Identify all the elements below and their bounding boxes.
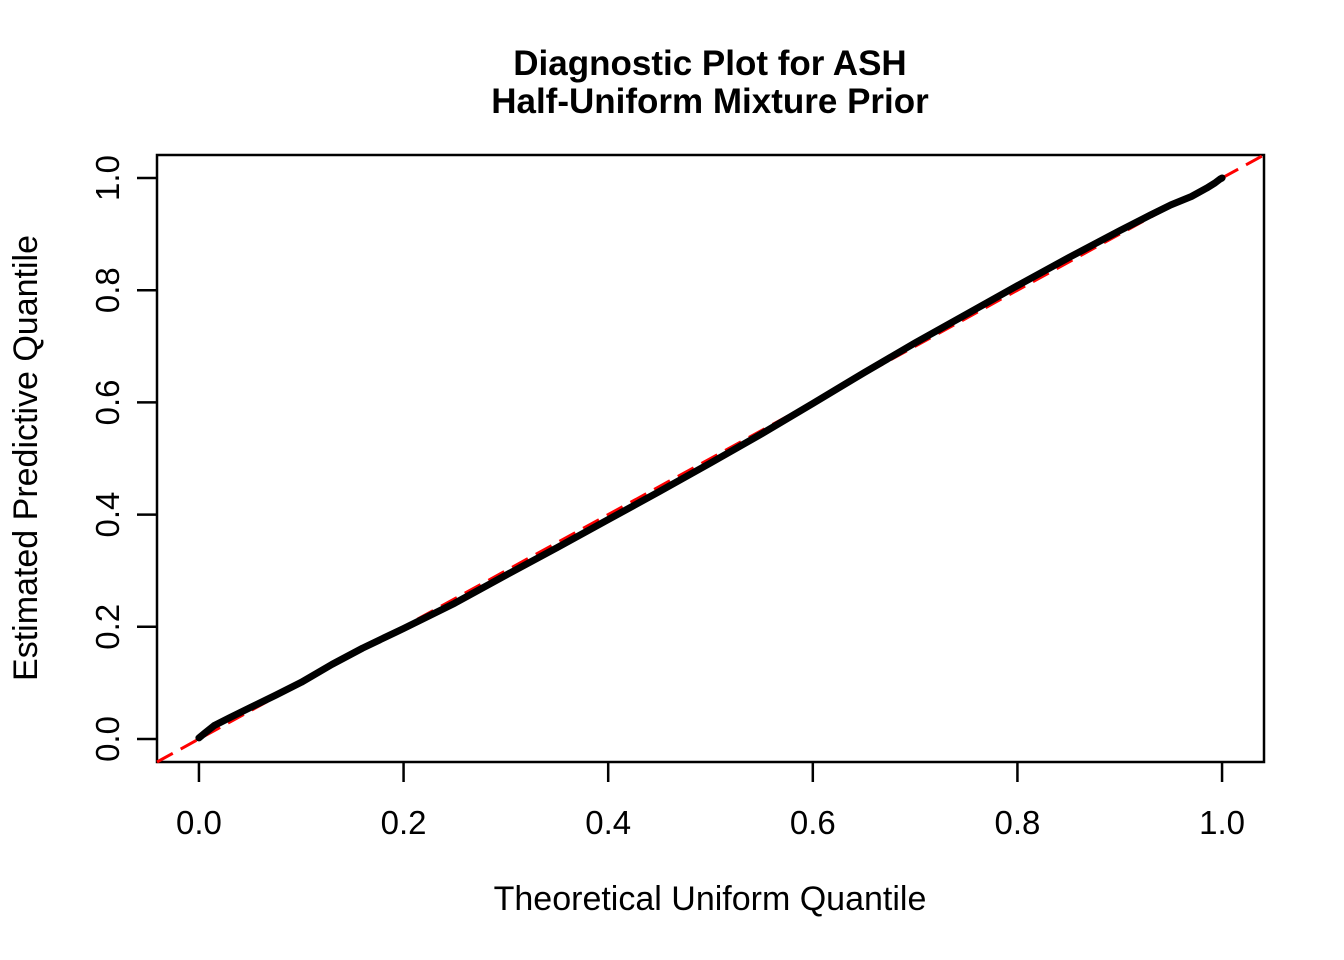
y-tick-label: 0.6	[89, 379, 126, 425]
x-tick-label: 0.4	[585, 804, 631, 841]
y-tick-label: 0.8	[89, 267, 126, 313]
y-tick-label: 0.4	[89, 492, 126, 538]
y-axis-label: Estimated Predictive Quantile	[7, 235, 45, 681]
quantile-data-curve	[195, 174, 1226, 742]
y-tick-label: 0.2	[89, 604, 126, 650]
y-tick-label: 1.0	[89, 155, 126, 201]
y-tick-label: 0.0	[89, 716, 126, 762]
plot-box	[155, 153, 1266, 764]
x-axis-label: Theoretical Uniform Quantile	[494, 880, 927, 918]
plot-title-line-1: Diagnostic Plot for ASH	[513, 44, 906, 83]
identity-reference-line	[156, 153, 1265, 764]
x-tick-label: 0.8	[994, 804, 1040, 841]
plot-title-line-2: Half-Uniform Mixture Prior	[491, 82, 929, 121]
x-tick-label: 1.0	[1199, 804, 1245, 841]
x-tick-label: 0.2	[381, 804, 427, 841]
x-tick-label: 0.0	[176, 804, 222, 841]
x-axis-ticks: 0.0 0.2 0.4 0.6 0.8 1.0	[176, 762, 1245, 841]
x-tick-label: 0.6	[790, 804, 836, 841]
y-axis-ticks: 0.0 0.2 0.4 0.6 0.8 1.0	[89, 155, 157, 762]
